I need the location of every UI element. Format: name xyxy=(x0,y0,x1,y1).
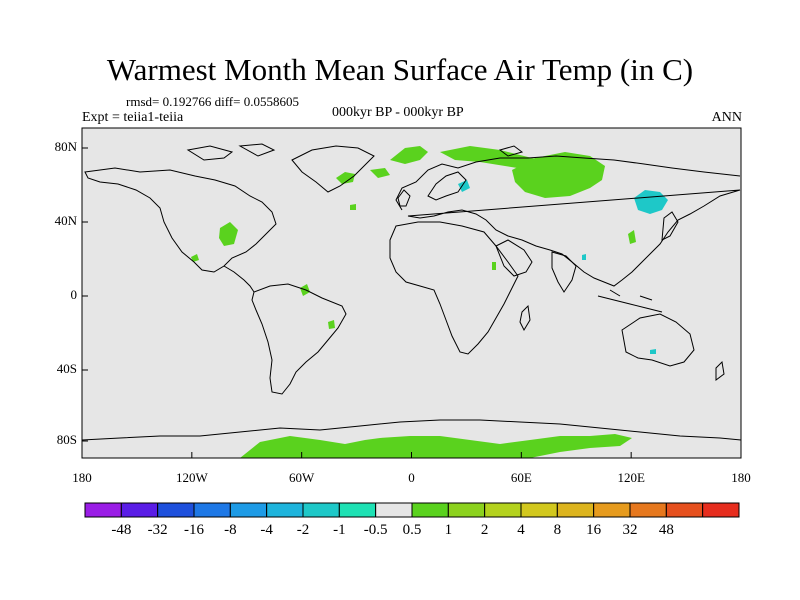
anomaly-north-atlantic xyxy=(370,168,390,178)
longitude-axis: 180 120W 60W 0 60E 120E 180 xyxy=(72,452,751,485)
coast-new-zealand xyxy=(715,360,725,381)
colorbar-swatch xyxy=(157,502,195,518)
coast-british-isles xyxy=(397,189,411,207)
colorbar-label: -32 xyxy=(148,522,168,538)
colorbar-swatch xyxy=(266,502,304,518)
colorbar-label: -2 xyxy=(297,522,310,538)
anomaly-southeast-asia xyxy=(582,254,586,260)
colorbar-swatch xyxy=(193,502,231,518)
colorbar-swatch xyxy=(411,502,449,518)
map-panel xyxy=(81,127,742,459)
coast-eurasia xyxy=(395,155,741,287)
anomaly-north-america xyxy=(219,222,238,246)
coast-greenland xyxy=(291,145,375,193)
colorbar-swatch xyxy=(484,502,522,518)
colorbar-swatch xyxy=(229,502,268,518)
colorbar-label: 4 xyxy=(517,522,525,538)
colorbar-label: 32 xyxy=(623,522,638,538)
anomaly-australia xyxy=(650,349,656,354)
lon-tick-label: 120E xyxy=(617,470,645,485)
colorbar-label: -0.5 xyxy=(364,522,388,538)
anomaly-layer xyxy=(191,146,668,458)
anomaly-antarctica xyxy=(212,434,632,458)
anomaly-mid-atlantic xyxy=(350,204,356,210)
coast-arctic-islands xyxy=(186,143,524,161)
anomaly-arctic-siberia xyxy=(440,146,548,170)
anomaly-brazil xyxy=(328,320,335,329)
colorbar-swatch xyxy=(84,502,122,518)
colorbar-label: 48 xyxy=(659,522,674,538)
coast-south-america xyxy=(251,283,347,395)
lon-tick-label: 180 xyxy=(731,470,751,485)
colorbar-swatch xyxy=(375,502,413,518)
colorbar-swatch xyxy=(556,502,595,518)
experiment-label: Expt = teiia1-teiia xyxy=(82,110,184,125)
lon-tick-label: 0 xyxy=(408,470,415,485)
colorbar-swatch xyxy=(520,502,558,518)
coast-indonesia xyxy=(597,289,663,313)
colorbar-label: 1 xyxy=(445,522,453,538)
coast-arabia xyxy=(495,239,533,277)
anomaly-iceland xyxy=(336,172,355,184)
period-label: 000kyr BP - 000kyr BP xyxy=(332,105,464,120)
colorbar-swatch xyxy=(593,502,631,518)
latitude-axis: 80N 40N 0 40S 80S xyxy=(55,139,88,447)
coast-australia xyxy=(621,313,695,367)
colorbar-swatch xyxy=(447,502,486,518)
lat-tick-label: 40S xyxy=(57,361,77,376)
colorbar-swatch xyxy=(665,502,704,518)
lat-tick-label: 80N xyxy=(55,139,78,154)
anomaly-mexico xyxy=(191,254,199,262)
colorbar-label: -4 xyxy=(260,522,273,538)
lat-tick-label: 40N xyxy=(55,213,78,228)
colorbar-label: 2 xyxy=(481,522,489,538)
colorbar-label: -16 xyxy=(184,522,204,538)
anomaly-greenland-east xyxy=(390,146,428,164)
coast-north-america xyxy=(84,167,277,273)
coast-antarctica xyxy=(81,419,742,441)
colorbar-swatch xyxy=(702,502,740,518)
stats-label: rmsd= 0.192766 diff= 0.0558605 xyxy=(126,94,299,109)
colorbar-label: -1 xyxy=(333,522,346,538)
lat-tick-label: 0 xyxy=(71,287,78,302)
anomaly-sahara xyxy=(492,262,496,270)
coastline-layer xyxy=(81,143,742,441)
coast-madagascar xyxy=(519,304,531,332)
colorbar-label: 8 xyxy=(554,522,562,538)
coast-africa xyxy=(389,221,519,355)
colorbar-swatch xyxy=(338,502,377,518)
colorbar-swatch xyxy=(302,502,340,518)
coast-central-america xyxy=(223,265,255,293)
colorbar-label: 16 xyxy=(586,522,602,538)
colorbar-swatch xyxy=(120,502,159,518)
colorbar-swatch xyxy=(629,502,667,518)
anomaly-east-asia xyxy=(628,230,636,244)
anomaly-scandinavia xyxy=(458,180,470,192)
lat-tick-label: 80S xyxy=(57,432,77,447)
colorbar: -48 -32 -16 -8 -4 -2 -1 -0.5 0.5 1 2 4 8 16 32 48 xyxy=(84,502,740,538)
map-background xyxy=(82,128,741,458)
coast-scandinavia xyxy=(427,171,467,201)
anomaly-siberia xyxy=(512,152,605,198)
colorbar-label: -8 xyxy=(224,522,237,538)
coast-japan xyxy=(661,211,679,241)
colorbar-label: -48 xyxy=(111,522,131,538)
map-title: Warmest Month Mean Surface Air Temp (in … xyxy=(106,52,694,87)
lon-tick-label: 60W xyxy=(289,470,315,485)
lon-tick-label: 60E xyxy=(511,470,532,485)
season-label: ANN xyxy=(711,110,742,125)
lon-tick-label: 120W xyxy=(176,470,209,485)
colorbar-label: 0.5 xyxy=(403,522,422,538)
coast-india xyxy=(551,251,577,293)
lon-tick-label: 180 xyxy=(72,470,92,485)
